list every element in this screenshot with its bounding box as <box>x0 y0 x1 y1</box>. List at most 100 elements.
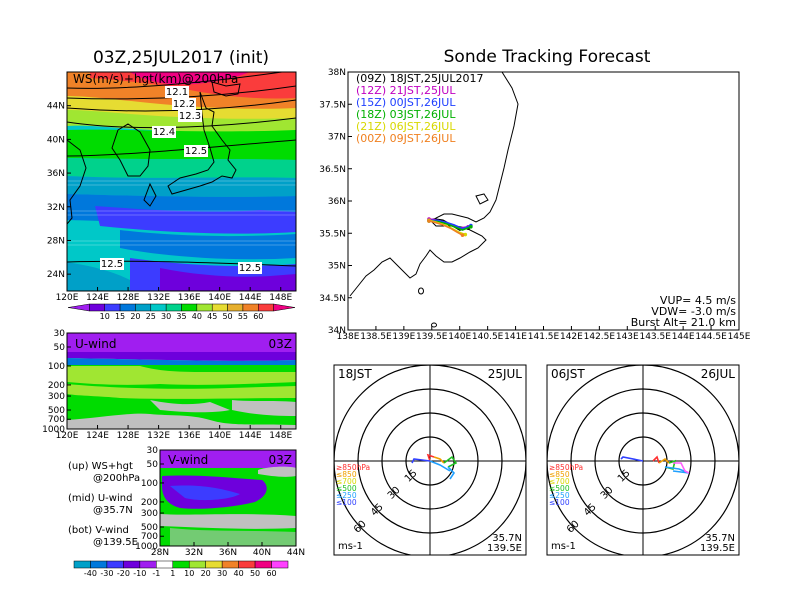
track-lat-label: 34.5N <box>319 294 346 304</box>
contour-label: 12.3 <box>179 111 201 122</box>
hodograph-level-label: ≤500 <box>549 484 570 493</box>
hodograph-time: 06JST <box>551 367 585 381</box>
ws-lon-label: 132E <box>147 293 170 303</box>
v-y-label: 50 <box>147 460 159 470</box>
u-y-label: 30 <box>54 329 66 339</box>
v-colorbar-label: 30 <box>217 569 227 578</box>
v-colorbar-cell <box>139 560 157 569</box>
track-lat-label: 37N <box>328 133 346 143</box>
contour-12-1 <box>67 72 286 89</box>
v-colorbar-cell <box>254 560 272 569</box>
panel-notes: (up) WS+hgt @200hPa (mid) U-wind @35.7N … <box>68 461 140 548</box>
hodograph-unit: ms-1 <box>338 541 363 552</box>
ws-panel-title: 03Z,25JUL2017 (init) <box>93 48 269 68</box>
ws-colorbar-cell <box>150 303 167 312</box>
v-colorbar-cell <box>238 560 256 569</box>
contour-label: 12.5 <box>101 259 123 270</box>
ws-lat-label: 24N <box>47 270 65 280</box>
u-x-label: 124E <box>86 431 109 441</box>
ws-colorbar-cell <box>273 303 296 312</box>
v-y-label: 700 <box>141 532 158 542</box>
ws-colorbar-label: 15 <box>115 312 125 321</box>
note-up-a: (up) WS+hgt <box>68 461 133 472</box>
u-y-label: 1000 <box>42 425 65 435</box>
ws-colorbar-cell <box>227 303 244 312</box>
track-lon-label: 143E <box>616 332 639 342</box>
v-y-label: 300 <box>141 509 158 519</box>
track-lat-label: 36N <box>328 197 346 207</box>
ws-lat-label: 32N <box>47 203 65 213</box>
ws-lon-label: 140E <box>208 293 231 303</box>
track-lon-label: 140.5E <box>472 332 504 342</box>
track-lat-label: 37.5N <box>319 100 346 110</box>
u-panel-time: 03Z <box>269 337 293 351</box>
ws-panel-label: WS(m/s)+hgt(km)@200hPa <box>73 72 238 86</box>
track-lon-label: 142E <box>560 332 583 342</box>
v-colorbar-cell <box>221 560 239 569</box>
ws-colorbar-label: 55 <box>238 312 248 321</box>
vdw-text: VDW= -3.0 m/s <box>651 305 736 318</box>
ws-colorbar-cell <box>67 303 90 312</box>
track-lon-label: 145E <box>728 332 751 342</box>
v-x-label: 32N <box>185 548 203 558</box>
track-point <box>460 233 465 237</box>
v-colorbar-label: -30 <box>100 569 113 578</box>
track-point <box>469 225 473 229</box>
v-y-label: 500 <box>141 523 158 533</box>
ws-colorbar-cell <box>119 303 136 312</box>
track-lat-label: 35.5N <box>319 229 346 239</box>
track-lon-label: 139E <box>392 332 415 342</box>
hodograph-trace <box>673 462 690 474</box>
hodograph-level-label: ≤850 <box>549 470 570 479</box>
hodograph-trace <box>429 460 451 472</box>
ws-colorbar-label: 50 <box>222 312 232 321</box>
note-up-b: @200hPa <box>93 473 140 484</box>
hodograph-trace <box>652 455 660 464</box>
hodograph-lon: 139.5E <box>487 543 522 554</box>
v-colorbar-cell <box>90 560 108 569</box>
ws-colorbar-label: 20 <box>130 312 140 321</box>
v-field <box>160 450 296 546</box>
ws-colorbar-cell <box>181 303 198 312</box>
track-lat-label: 35N <box>328 262 346 272</box>
track-line <box>428 220 463 236</box>
v-colorbar-label: 40 <box>234 569 244 578</box>
track-lon-label: 144E <box>672 332 695 342</box>
hodograph-level-label: ≥850hPa <box>336 463 370 472</box>
ws-colorbar: 10 15 20 25 30 35 40 45 50 55 60 <box>67 303 296 321</box>
v-colorbar-label: 1 <box>170 569 175 578</box>
contour-label: 12.5 <box>185 146 207 157</box>
ws-contour-labels: 12.1 12.2 12.3 12.4 12.5 12.5 12.5 <box>100 86 262 274</box>
track-lon-label: 143.5E <box>639 332 671 342</box>
v-colorbar-label: -20 <box>117 569 130 578</box>
note-mid-b: @35.7N <box>93 505 133 516</box>
ws-lat-label: 44N <box>47 102 65 112</box>
v-colorbar-label: 20 <box>201 569 211 578</box>
ws-lat-label: 36N <box>47 169 65 179</box>
note-bot-a: (bot) V-wind <box>68 525 129 536</box>
track-lat-label: 38N <box>328 68 346 78</box>
track-legend-entry: (18Z) 03JST,26JUL <box>356 108 456 121</box>
track-title: Sonde Tracking Forecast <box>444 47 651 67</box>
track-point <box>463 232 468 237</box>
v-colorbar-label: -10 <box>133 569 146 578</box>
ws-colorbar-label: 10 <box>100 312 110 321</box>
ws-colorbar-label: 60 <box>253 312 263 321</box>
u-x-label: 140E <box>208 431 231 441</box>
hodograph-level-label: ≤850 <box>336 470 357 479</box>
ws-lat-label: 28N <box>47 236 65 246</box>
v-y-label: 200 <box>141 498 158 508</box>
hodograph-level-label: ≥850hPa <box>549 463 583 472</box>
ws-colorbar-cell <box>135 303 152 312</box>
v-colorbar-cell <box>73 560 91 569</box>
u-x-label: 136E <box>178 431 201 441</box>
ws-colorbar-label: 40 <box>192 312 202 321</box>
track-legend-entry: (21Z) 06JST,26JUL <box>356 120 456 133</box>
track-legend-entry: (12Z) 21JST,25JUL <box>356 84 456 97</box>
v-y-label: 1000 <box>135 542 158 552</box>
track-lat-label: 34N <box>328 326 346 336</box>
hodograph-lon: 139.5E <box>700 543 735 554</box>
ws-colorbar-cell <box>165 303 182 312</box>
